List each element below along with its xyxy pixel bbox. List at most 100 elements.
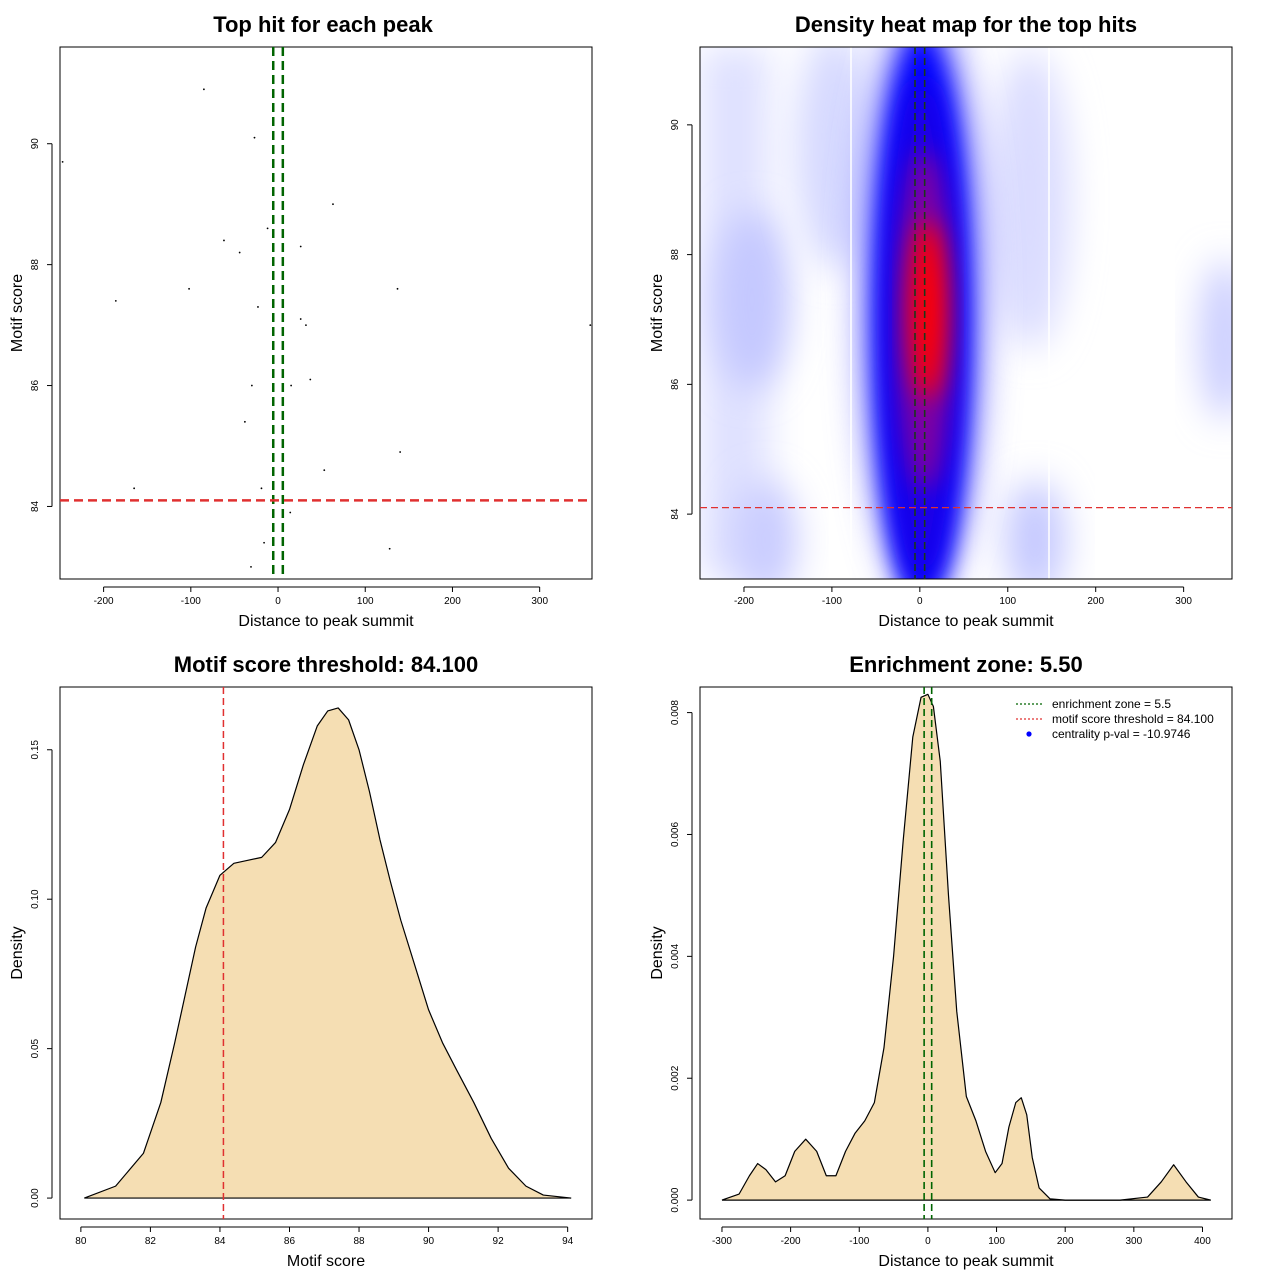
heatmap-y-tick-label: 88	[670, 249, 681, 261]
score-density-area	[84, 707, 572, 1199]
score-density-x-tick-label: 94	[562, 1236, 574, 1247]
scatter-point	[250, 384, 253, 387]
distance-density-y-tick-label: 0.004	[670, 943, 681, 968]
distance-density-area	[721, 693, 1211, 1201]
scatter-x-label: Distance to peak summit	[238, 613, 414, 630]
scatter-x-tick-label: 200	[444, 596, 461, 607]
distance-density-y-tick-label: 0.002	[670, 1065, 681, 1090]
score-density-x-tick-label: 88	[353, 1236, 365, 1247]
scatter-y-tick-label: 88	[30, 259, 41, 271]
heatmap-title: Density heat map for the top hits	[795, 12, 1137, 37]
distance-density-x-tick-label: 200	[1057, 1236, 1074, 1247]
distance-density-x-label: Distance to peak summit	[878, 1253, 1054, 1270]
legend-enrichment-label: enrichment zone = 5.5	[1052, 697, 1171, 711]
scatter-point	[589, 324, 592, 326]
scatter-x-tick-label: 300	[531, 596, 548, 607]
score-density-x-tick-label: 92	[493, 1236, 505, 1247]
score-density-x-tick-label: 80	[75, 1236, 87, 1247]
scatter-point	[305, 324, 307, 326]
score-density-y-tick-label: 0.10	[30, 889, 41, 909]
scatter-x-tick-label: 100	[357, 596, 374, 607]
scatter-point	[260, 487, 263, 490]
heatmap-x-label: Distance to peak summit	[878, 613, 1054, 630]
scatter-point	[299, 318, 302, 320]
legend-threshold-label: motif score threshold = 84.100	[1052, 712, 1214, 726]
distance-density-x-tick-label: 300	[1125, 1236, 1142, 1247]
heatmap-reference-lines	[700, 47, 1232, 579]
heatmap-y-tick-label: 90	[670, 119, 681, 131]
score-density-y-tick-label: 0.15	[30, 740, 41, 760]
scatter-y-tick-label: 84	[30, 500, 41, 512]
scatter-point	[332, 203, 334, 206]
distance-density-x-tick-label: 400	[1194, 1236, 1211, 1247]
scatter-x-tick-label: -200	[94, 596, 114, 607]
score-density-x-tick-label: 84	[214, 1236, 226, 1247]
heatmap-plot-frame	[699, 46, 1233, 580]
distance-density-x-axis: -300 -200 -100 0 100 200 300 400	[712, 1226, 1211, 1247]
scatter-title: Top hit for each peak	[213, 12, 433, 37]
distance-density-y-axis: 0.000 0.002 0.004 0.006 0.008	[670, 700, 693, 1213]
heatmap-x-tick-label: 100	[999, 596, 1016, 607]
score-density-y-label: Density	[9, 926, 26, 979]
heatmap-x-tick-label: -200	[734, 596, 754, 607]
score-density-curve	[84, 707, 572, 1199]
scatter-point	[263, 541, 265, 544]
score-area-fill	[84, 707, 572, 1199]
heatmap-x-tick-label: 300	[1175, 596, 1192, 607]
distance-density-x-tick-label: 0	[925, 1236, 931, 1247]
scatter-point	[299, 245, 302, 248]
score-density-plot-frame	[59, 686, 593, 1220]
scatter-y-axis: 84 86 88 90	[30, 138, 53, 512]
scatter-point	[223, 239, 225, 242]
heatmap-y-axis: 84 86 88 90	[670, 119, 693, 520]
legend: enrichment zone = 5.5 motif score thresh…	[1016, 697, 1214, 741]
scatter-point	[250, 566, 252, 568]
heatmap-x-tick-label: 200	[1087, 596, 1104, 607]
scatter-y-label: Motif score	[9, 274, 26, 352]
scatter-point	[133, 487, 136, 490]
scatter-plot-frame	[59, 46, 593, 580]
score-density-x-tick-label: 82	[145, 1236, 157, 1247]
panel-score-density: Motif score threshold: 84.100 80 82 84 86 88…	[9, 652, 593, 1270]
distance-density-zone-lines	[923, 687, 933, 1219]
heatmap-image	[700, 47, 1232, 579]
scatter-point	[61, 160, 64, 163]
scatter-point	[290, 384, 293, 387]
score-density-x-label: Motif score	[287, 1253, 365, 1270]
distance-density-y-tick-label: 0.006	[670, 822, 681, 847]
heatmap-x-tick-label: 0	[917, 596, 923, 607]
panel-distance-density: Enrichment zone: 5.50 -300 -200 -100 0 100 20…	[649, 652, 1233, 1270]
distance-density-y-tick-label: 0.000	[670, 1187, 681, 1212]
distance-density-title: Enrichment zone: 5.50	[849, 652, 1083, 677]
distance-density-y-label: Density	[649, 926, 666, 979]
score-density-y-tick-label: 0.00	[30, 1188, 41, 1208]
scatter-points	[61, 88, 592, 568]
distance-density-x-tick-label: -200	[781, 1236, 801, 1247]
scatter-point	[243, 420, 246, 423]
score-density-title: Motif score threshold: 84.100	[174, 652, 478, 677]
scatter-point	[399, 451, 402, 453]
score-density-y-tick-label: 0.05	[30, 1038, 41, 1058]
distance-density-x-tick-label: -100	[849, 1236, 869, 1247]
scatter-point	[238, 251, 241, 254]
legend-pval-label: centrality p-val = -10.9746	[1052, 727, 1191, 741]
scatter-point	[388, 547, 391, 550]
scatter-point	[114, 300, 117, 302]
scatter-point	[188, 287, 190, 290]
distance-density-x-tick-label: 100	[988, 1236, 1005, 1247]
scatter-point	[253, 136, 256, 139]
score-density-x-tick-label: 90	[423, 1236, 435, 1247]
scatter-x-tick-label: -100	[181, 596, 201, 607]
scatter-point	[289, 511, 292, 514]
heatmap-y-tick-label: 86	[670, 378, 681, 390]
distance-density-y-tick-label: 0.008	[670, 700, 681, 725]
scatter-x-tick-label: 0	[275, 596, 281, 607]
score-density-x-axis: 80 82 84 86 88 90 92 94	[75, 1226, 574, 1247]
score-density-x-tick-label: 86	[284, 1236, 296, 1247]
heatmap-x-axis: -200 -100 0 100 200 300	[734, 586, 1192, 607]
heatmap-y-tick-label: 84	[670, 508, 681, 520]
scatter-y-tick-label: 86	[30, 380, 41, 392]
scatter-x-axis: -200 -100 0 100 200 300	[94, 586, 548, 607]
scatter-y-tick-label: 90	[30, 138, 41, 150]
